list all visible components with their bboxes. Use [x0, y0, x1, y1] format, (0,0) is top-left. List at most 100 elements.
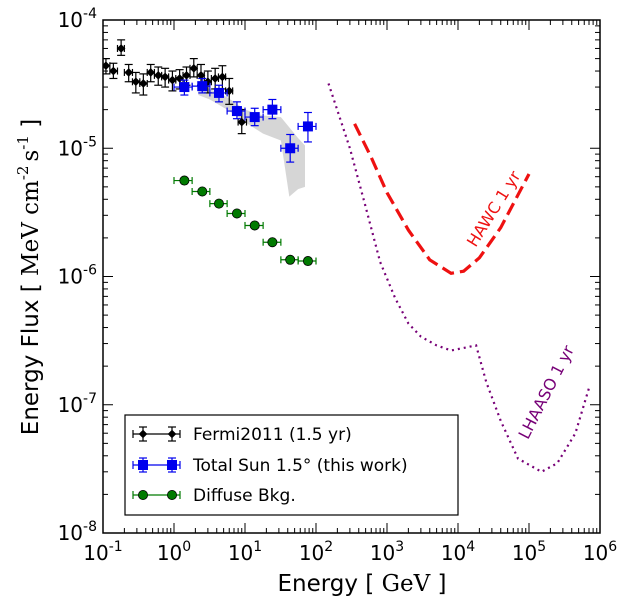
fermi2011-1-5-yr-marker [210, 74, 220, 83]
diffuse-bkg-point [209, 198, 228, 209]
total-sun-1-5-this-work-point [297, 111, 317, 143]
x-axis-bracket-close: ] [430, 571, 446, 597]
fermi2011-1-5-yr-point [146, 63, 156, 83]
diffuse-bkg-point [262, 237, 282, 248]
diffuse-bkg-marker [231, 208, 242, 219]
fermi2011-1-5-yr-point [168, 70, 177, 92]
diffuse-bkg-marker [267, 237, 278, 248]
fermi2011-1-5-yr-marker [124, 68, 133, 77]
legend-fermi2011-1-5-yr-marker [167, 429, 177, 439]
y-axis-unit-2: s [18, 150, 44, 162]
data-points-layer [103, 39, 317, 267]
fermi2011-1-5-yr-marker [116, 44, 126, 53]
diffuse-bkg-marker [302, 256, 313, 267]
fermi2011-1-5-yr-marker [168, 75, 177, 85]
diffuse-bkg-point [244, 220, 264, 231]
legend-label-diffuse: Diffuse Bkg. [193, 486, 296, 506]
total-sun-1-5-this-work-point [226, 101, 246, 120]
y-axis-bracket-open: [ [18, 276, 44, 300]
legend-entry-fermi: Fermi2011 (1.5 yr) [132, 425, 352, 445]
diffuse-bkg-point [191, 186, 211, 197]
diffuse-bkg-point [280, 254, 299, 265]
legend-total-sun-1-5-this-work-marker [167, 460, 177, 470]
total-sun-1-5-this-work-point [244, 107, 264, 127]
diffuse-bkg-point [173, 175, 193, 186]
y-axis-label: Energy Flux [ MeV cm-2 s-1 ] [14, 119, 44, 435]
x-tick-label: 103 [370, 539, 404, 565]
legend-marker-diffuse [132, 489, 181, 500]
fermi2011-1-5-yr-marker [153, 71, 163, 80]
total-sun-1-5-this-work-point [280, 133, 299, 163]
total-sun-1-5-this-work-marker [231, 106, 242, 117]
fermi2011-1-5-yr-point [116, 39, 126, 56]
x-axis-label: Energy [ GeV ] [277, 571, 446, 597]
fermi2011-1-5-yr-marker [109, 66, 118, 76]
fermi2011-1-5-yr-point [123, 63, 134, 83]
fermi2011-1-5-yr-marker [189, 64, 199, 73]
total-sun-1-5-this-work-marker [302, 121, 313, 132]
x-tick-label: 106 [583, 539, 617, 565]
plot-frame [102, 19, 601, 534]
y-axis-exp-2: -1 [14, 135, 32, 150]
legend-label-total-sun: Total Sun 1.5° (this work) [192, 456, 408, 476]
fermi2011-1-5-yr-point [189, 58, 199, 78]
x-tick-label: 10-1 [83, 539, 122, 565]
y-axis-title: Energy Flux [18, 300, 44, 436]
diffuse-bkg-marker [285, 254, 296, 265]
fermi2011-1-5-yr-marker [237, 117, 247, 127]
y-axis-bracket-close: ] [18, 119, 44, 135]
x-tick-label: 102 [299, 539, 333, 565]
total-sun-1-5-this-work-marker [249, 112, 260, 123]
legend-label-fermi: Fermi2011 (1.5 yr) [193, 425, 352, 445]
legend: Fermi2011 (1.5 yr) Total Sun 1.5° (this … [124, 414, 459, 516]
x-tick-label: 104 [441, 539, 475, 565]
total-sun-1-5-this-work-marker [267, 104, 278, 115]
x-axis-bracket-open: [ [358, 571, 382, 597]
legend-fermi2011-1-5-yr-marker [138, 429, 148, 439]
total-sun-1-5-this-work-point [262, 98, 282, 120]
diffuse-bkg-point [226, 208, 246, 219]
legend-marker-total-sun [132, 457, 181, 473]
diffuse-bkg-marker [249, 220, 260, 231]
legend-diffuse-bkg-marker [166, 489, 177, 500]
tick-labels-layer: 10-1 100 101 102 103 104 105 106 10-8 10-7 10-6 10-… [58, 6, 618, 565]
diffuse-bkg-marker [197, 186, 208, 197]
fermi2011-1-5-yr-marker [146, 68, 156, 77]
legend-diffuse-bkg-marker [137, 489, 148, 500]
y-tick-label: 10-4 [58, 6, 98, 32]
fermi2011-1-5-yr-marker [218, 72, 227, 82]
y-tick-label: 10-7 [58, 391, 97, 417]
fermi2011-1-5-yr-point [109, 62, 119, 80]
fermi2011-1-5-yr-marker [139, 79, 148, 88]
model-band [198, 85, 305, 197]
sensitivity-lines-layer [327, 83, 591, 474]
total-sun-1-5-this-work-marker [197, 81, 208, 92]
total-sun-1-5-this-work-marker [285, 143, 296, 154]
y-tick-label: 10-6 [58, 263, 98, 289]
hawc-1-yr-curve [353, 123, 531, 275]
legend-marker-fermi [132, 426, 181, 442]
legend-entry-diffuse: Diffuse Bkg. [132, 486, 296, 506]
fermi2011-1-5-yr-marker [131, 77, 141, 87]
x-axis-unit: GeV [382, 571, 431, 597]
fermi2011-1-5-yr-point [153, 66, 163, 86]
diffuse-bkg-marker [213, 198, 224, 209]
fermi2011-1-5-yr-marker [160, 72, 170, 82]
total-sun-1-5-this-work-point [209, 84, 228, 103]
x-tick-label: 101 [228, 539, 262, 565]
total-sun-1-5-this-work-point [191, 77, 211, 94]
total-sun-1-5-this-work-marker [213, 87, 224, 98]
diffuse-bkg-point [297, 256, 317, 267]
x-tick-label: 100 [157, 539, 191, 565]
x-axis-title: Energy [277, 571, 358, 597]
fermi2011-1-5-yr-marker [182, 71, 191, 80]
y-tick-label: 10-5 [58, 134, 97, 160]
axis-ticks-layer [102, 20, 600, 534]
y-axis-exp-1: -2 [14, 166, 32, 181]
y-tick-label: 10-8 [58, 519, 97, 545]
y-axis-unit-1: MeV cm [18, 180, 44, 276]
total-sun-1-5-this-work-marker [179, 82, 190, 93]
diffuse-bkg-marker [179, 175, 190, 186]
legend-total-sun-1-5-this-work-marker [138, 460, 148, 470]
